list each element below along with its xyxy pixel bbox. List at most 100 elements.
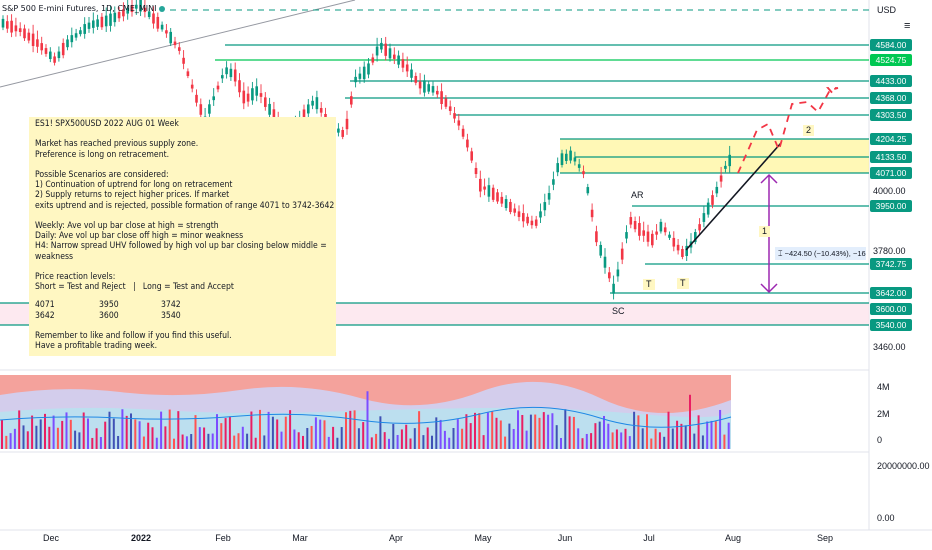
candle-body (31, 33, 35, 47)
volume-bar (267, 411, 270, 449)
volume-bar (26, 431, 29, 449)
projection-path (737, 87, 839, 174)
price-tag[interactable]: 4584.00 (870, 39, 912, 51)
price-tag[interactable]: 4433.00 (870, 75, 912, 87)
candle-body (552, 179, 555, 185)
note-line: weakness (35, 251, 74, 262)
analysis-note[interactable]: ES1! SPX500USD 2022 AUG 01 Week Market h… (29, 117, 336, 356)
currency-label[interactable]: USD (877, 5, 897, 15)
volume-bar (228, 416, 231, 449)
volume-bar (585, 433, 588, 449)
price-tag[interactable]: 4133.50 (870, 151, 912, 163)
note-spacer (35, 292, 330, 300)
volume-bar (684, 425, 687, 449)
volume-bar (284, 416, 287, 449)
volume-bar (142, 436, 145, 449)
price-tag[interactable]: 3950.00 (870, 200, 912, 212)
note-footer-line: Have a profitable trading week. (35, 341, 158, 352)
chart-menu-icon[interactable]: ≡ (904, 20, 911, 32)
price-range-measure[interactable]: ⌶ −424.50 (−10.43%), −1698 (775, 247, 866, 260)
candle-body (470, 151, 473, 161)
candle-body (504, 199, 508, 209)
volume-bar (409, 438, 412, 449)
candle-body (358, 73, 362, 79)
volume-bar (727, 422, 730, 449)
volume-bar (237, 433, 240, 449)
symbol-title[interactable]: S&P 500 E-mini Futures, 1D, CME_MINI (2, 4, 165, 13)
wave-label-1: 1 (759, 226, 771, 237)
volume-bar (628, 436, 631, 449)
volume-bar (418, 411, 421, 449)
volume-bar (289, 410, 292, 449)
candle-body (135, 4, 138, 9)
volume-bar (400, 429, 403, 449)
volume-bar (259, 409, 261, 449)
volume-bar (624, 428, 627, 449)
volume-bar (456, 419, 459, 449)
candle-body (70, 35, 74, 43)
test-label-2: T (677, 278, 689, 289)
price-tag[interactable]: 3600.00 (870, 303, 912, 315)
volume-bar (706, 421, 709, 449)
volume-bar (87, 418, 89, 449)
measure-text: −424.50 (−10.43%), −1698 (784, 249, 866, 258)
volume-bar (61, 420, 64, 449)
uptrend-line (685, 142, 782, 251)
candle-body (66, 39, 69, 48)
volume-bar (671, 428, 674, 449)
volume-bar (512, 428, 515, 449)
volume-bar (538, 417, 541, 449)
candle-body (401, 59, 405, 68)
volume-bar (581, 438, 584, 449)
time-axis-label: Sep (816, 533, 834, 543)
volume-bar (379, 416, 382, 449)
note-line (35, 211, 330, 221)
price-tag[interactable]: 4524.75 (870, 54, 912, 66)
price-tag[interactable]: 3540.00 (870, 319, 912, 331)
volume-bar (405, 424, 408, 449)
volume-bar (572, 416, 575, 449)
candle-body (272, 109, 276, 122)
volume-bar (327, 436, 330, 449)
candle-body (23, 28, 26, 39)
volume-bar (130, 413, 132, 449)
candle-body (526, 216, 529, 224)
price-tag[interactable]: 4071.00 (870, 167, 912, 179)
candle-body (195, 94, 198, 103)
price-tag[interactable]: 4303.50 (870, 109, 912, 121)
candle-body (18, 28, 22, 33)
candle-body (388, 48, 392, 59)
volume-bar (306, 428, 309, 449)
volume-bar (5, 435, 8, 449)
candle-body (36, 39, 39, 47)
candle-body (487, 185, 491, 197)
volume-bar (31, 415, 34, 449)
candle-body (92, 20, 95, 28)
candle-body (246, 93, 250, 102)
candle-body (457, 120, 461, 126)
price-axis-label: 4000.00 (873, 186, 906, 196)
volume-bar (276, 419, 279, 449)
candle-body (212, 96, 215, 101)
price-tag[interactable]: 3742.75 (870, 258, 912, 270)
candle-body (603, 256, 607, 268)
volume-bar (99, 437, 102, 449)
candle-body (569, 150, 572, 161)
volume-bar (633, 411, 636, 449)
volume-bar (211, 433, 214, 449)
price-tag[interactable]: 3642.00 (870, 287, 912, 299)
price-tag[interactable]: 4204.25 (870, 133, 912, 145)
volume-bar (461, 428, 464, 449)
volume-ma-line (0, 406, 732, 428)
price-tag[interactable]: 4368.00 (870, 92, 912, 104)
volume-bar (650, 438, 653, 449)
candle-body (87, 22, 91, 29)
candle-body (255, 86, 258, 96)
candle-body (483, 186, 486, 190)
volume-bar (233, 435, 236, 449)
volume-bar (198, 427, 201, 449)
volume-bar (375, 433, 378, 449)
volume-bar (482, 435, 485, 449)
